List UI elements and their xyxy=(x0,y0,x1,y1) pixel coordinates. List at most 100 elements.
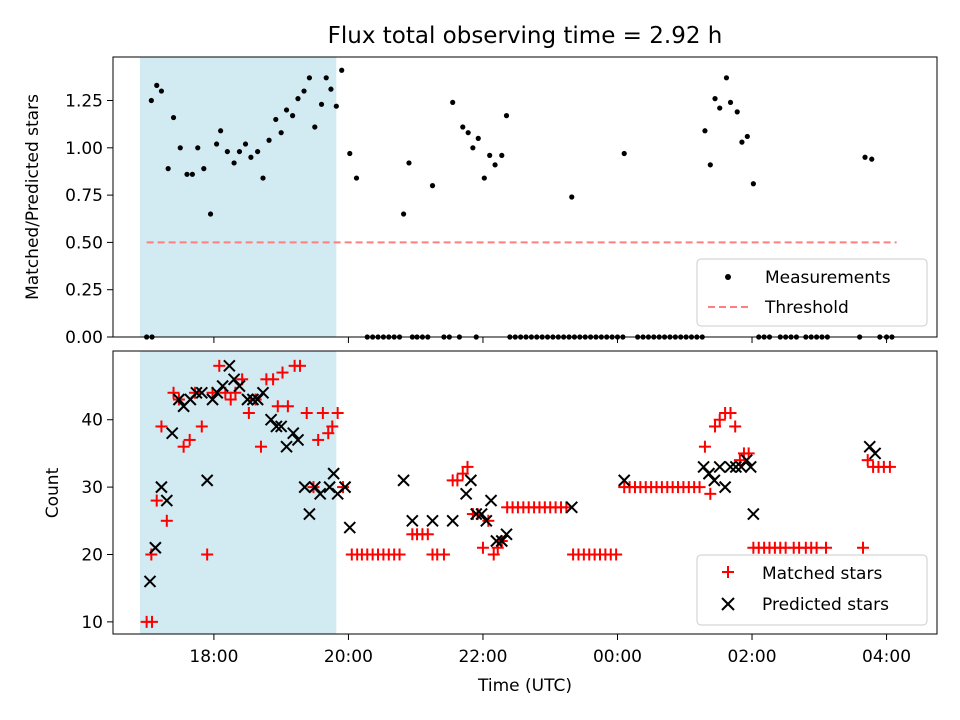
measurement-point xyxy=(218,128,224,134)
matched-star-point xyxy=(482,514,495,527)
bottom-y-tick-label: 10 xyxy=(81,613,103,633)
top-y-tick-label: 0.00 xyxy=(65,328,103,348)
predicted-star-point xyxy=(241,393,254,406)
matched-star-point xyxy=(213,359,226,372)
measurement-point xyxy=(260,175,266,181)
matched-star-point xyxy=(337,481,350,494)
measurement-point xyxy=(727,99,734,106)
matched-star-point xyxy=(729,420,742,433)
bottom-y-tick-label: 40 xyxy=(81,411,103,431)
predicted-star-point xyxy=(729,460,743,474)
measurement-point xyxy=(353,175,360,181)
predicted-star-point xyxy=(223,359,236,373)
predicted-star-point xyxy=(744,460,757,474)
top-y-tick-label: 0.75 xyxy=(65,186,103,206)
predicted-star-point xyxy=(274,420,288,433)
predicted-star-point xyxy=(484,494,498,507)
top-axes-frame xyxy=(112,56,938,338)
measurement-point xyxy=(295,96,301,102)
x-tick-label: 02:00 xyxy=(728,647,777,667)
measurement-point xyxy=(165,166,171,172)
matched-star-point xyxy=(254,440,267,453)
predicted-star-point xyxy=(160,494,174,507)
matched-star-point xyxy=(704,487,717,500)
predicted-star-point xyxy=(165,426,179,440)
measurement-point xyxy=(429,183,436,189)
top-panel: 0.00 0.25 0.50 0.75 1.00 1.25 Matched/Predict… xyxy=(23,56,938,348)
bottom-legend-box xyxy=(696,554,928,626)
predicted-star-point xyxy=(480,514,493,528)
measurement-point xyxy=(702,128,708,134)
top-y-tick-label: 0.25 xyxy=(65,281,103,301)
measurement-point xyxy=(213,141,220,147)
matched-star-point xyxy=(331,406,344,419)
predicted-star-point xyxy=(143,575,157,588)
matched-star-point xyxy=(610,548,623,561)
measurement-point xyxy=(744,133,750,140)
measurement-point xyxy=(148,97,154,104)
measurement-point xyxy=(712,96,718,102)
matched-star-point xyxy=(456,467,469,480)
x-tick-label: 20:00 xyxy=(324,647,373,667)
matched-star-point xyxy=(177,440,190,453)
measurement-point xyxy=(266,137,272,143)
measurement-point xyxy=(503,113,510,119)
matched-star-point xyxy=(698,440,711,453)
predicted-star-point xyxy=(246,393,260,406)
predicted-star-point xyxy=(298,480,311,494)
measurement-point xyxy=(465,130,471,136)
x-axis-label: Time (UTC) xyxy=(477,676,572,696)
measurement-point xyxy=(278,130,284,136)
predicted-star-point xyxy=(287,426,300,440)
measurement-point xyxy=(869,156,875,162)
matched-star-point xyxy=(195,420,208,433)
measurement-point xyxy=(717,105,723,111)
top-y-tick-label: 1.25 xyxy=(65,92,103,112)
measurement-point xyxy=(189,171,195,177)
predicted-star-point xyxy=(868,447,882,460)
matched-star-point xyxy=(316,406,329,419)
matched-star-point xyxy=(146,615,159,628)
matched-star-point xyxy=(437,548,450,561)
measurement-point xyxy=(707,162,713,168)
predicted-star-point xyxy=(172,393,186,406)
matched-star-point xyxy=(487,548,500,561)
predicted-star-point xyxy=(406,514,419,528)
top-y-ticks: 0.00 0.25 0.50 0.75 1.00 1.25 xyxy=(65,92,113,348)
predicted-star-point xyxy=(470,507,483,521)
predicted-star-point xyxy=(459,487,473,501)
threshold-legend-label: Threshold xyxy=(764,298,849,318)
bottom-axes-frame xyxy=(112,350,938,635)
measurement-point xyxy=(306,75,313,81)
predicted-star-point xyxy=(233,379,246,393)
measurement-point xyxy=(333,103,339,109)
predicted-star-point xyxy=(446,514,459,528)
matched-star-point xyxy=(150,494,163,507)
matched-star-point xyxy=(312,433,325,446)
chart-title: Flux total observing time = 2.92 h xyxy=(328,23,723,49)
matched-star-point xyxy=(293,359,306,372)
matched-star-point xyxy=(724,406,737,419)
matched-star-point xyxy=(224,393,237,406)
predicted-star-point xyxy=(155,480,168,494)
matched-star-point xyxy=(183,433,196,446)
measurement-point xyxy=(470,145,476,151)
matched-star-point xyxy=(476,541,489,554)
predicted-star-point xyxy=(313,487,327,501)
predicted-star-point xyxy=(747,507,760,521)
measurement-point xyxy=(301,88,307,94)
measurement-point xyxy=(201,166,207,172)
x-tick-label: 00:00 xyxy=(593,647,642,667)
matched-legend-marker xyxy=(722,566,734,578)
matched-star-point xyxy=(883,460,896,473)
matched-star-point xyxy=(693,481,706,494)
measurement-point xyxy=(739,139,745,145)
matched-star-point xyxy=(160,514,173,527)
measurement-point xyxy=(499,152,505,158)
matched-star-point xyxy=(271,400,284,413)
matched-star-points xyxy=(140,359,896,628)
top-y-tick-label: 1.00 xyxy=(65,139,103,159)
measurement-point xyxy=(487,152,493,158)
